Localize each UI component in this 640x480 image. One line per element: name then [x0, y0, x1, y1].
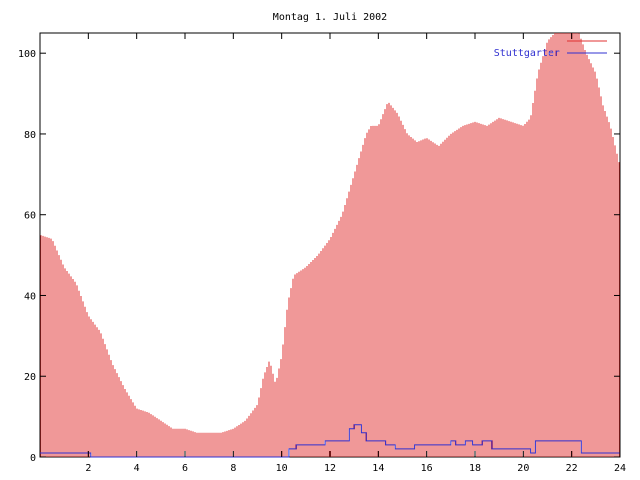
x-tick-label: 22 [566, 463, 578, 474]
chart-title: Montag 1. Juli 2002 [273, 12, 387, 23]
impulse-series [40, 33, 620, 457]
legend-entry-stuttgarter: Stuttgarter [494, 48, 607, 59]
x-tick-label: 4 [134, 463, 140, 474]
stuttgarter-line [40, 424, 620, 458]
x-tick-label: 6 [182, 463, 188, 474]
x-tick-label: 2 [85, 463, 91, 474]
x-tick-label: 16 [421, 463, 433, 474]
x-tick-label: 14 [372, 463, 384, 474]
y-tick-label: 40 [24, 291, 36, 302]
y-tick-label: 100 [18, 49, 36, 60]
x-axis: 2 4 6 8 10 12 14 16 18 20 22 24 [85, 33, 626, 474]
legend: Stuttgarter [494, 40, 607, 59]
x-tick-label: 20 [517, 463, 529, 474]
x-tick-label: 18 [469, 463, 481, 474]
y-tick-label: 80 [24, 130, 36, 141]
stuttgarter-series [40, 424, 620, 458]
x-tick-label: 8 [230, 463, 236, 474]
y-tick-label: 60 [24, 211, 36, 222]
y-tick-label: 20 [24, 372, 36, 383]
x-tick-label: 12 [324, 463, 336, 474]
y-axis: 0 20 40 60 80 100 [18, 49, 620, 464]
y-tick-label: 0 [30, 453, 36, 464]
legend-label-stuttgarter: Stuttgarter [494, 48, 560, 59]
x-tick-label: 10 [276, 463, 288, 474]
x-tick-label: 24 [614, 463, 626, 474]
